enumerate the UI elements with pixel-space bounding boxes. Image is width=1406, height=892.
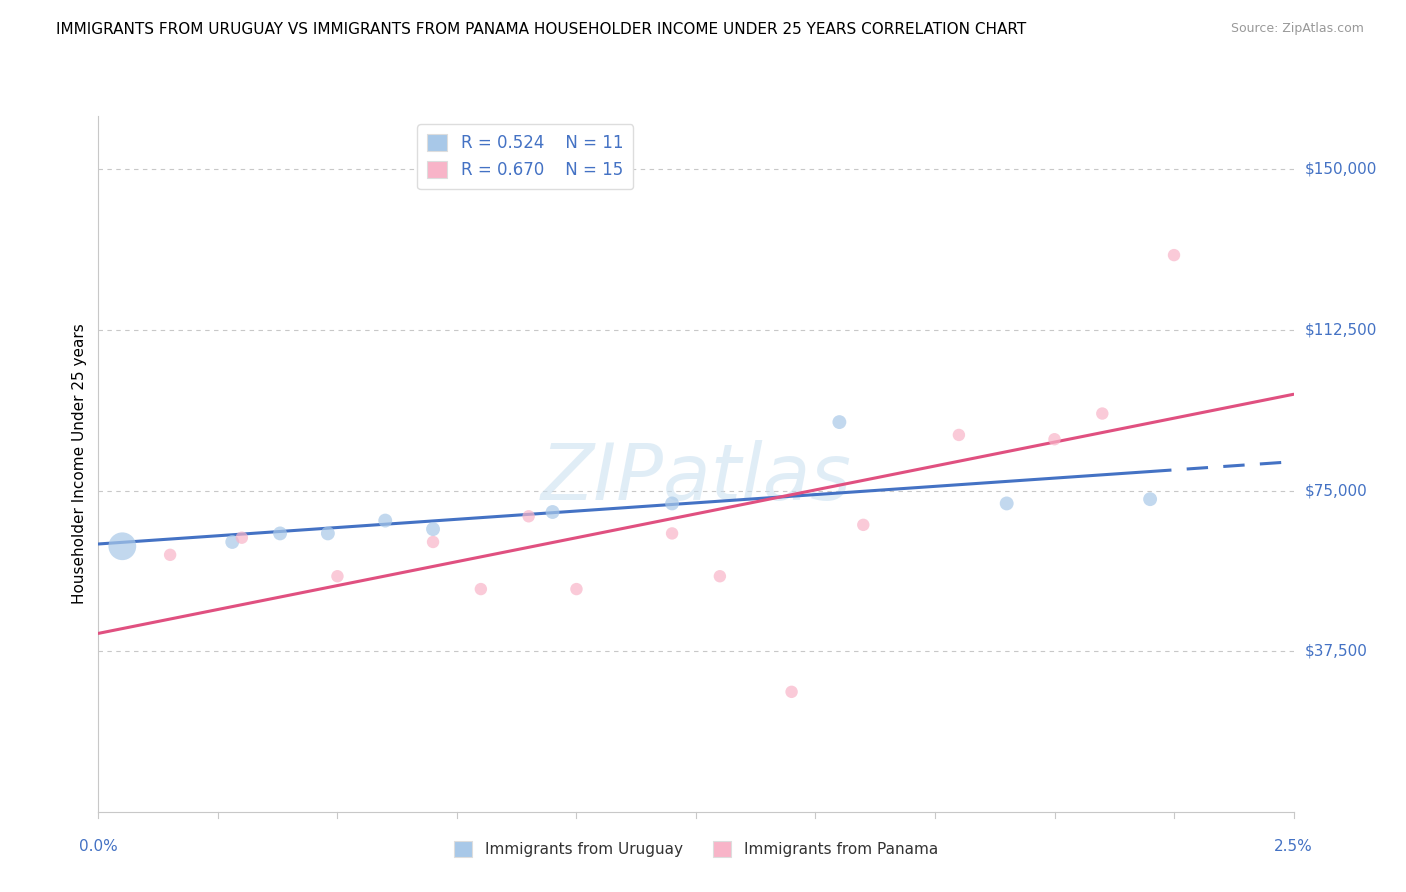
Text: 2.5%: 2.5% — [1274, 839, 1313, 855]
Point — [422, 522, 444, 536]
Point — [709, 569, 731, 583]
Point — [948, 428, 970, 442]
Text: IMMIGRANTS FROM URUGUAY VS IMMIGRANTS FROM PANAMA HOUSEHOLDER INCOME UNDER 25 YE: IMMIGRANTS FROM URUGUAY VS IMMIGRANTS FR… — [56, 22, 1026, 37]
Point — [828, 415, 851, 429]
Point — [661, 496, 683, 510]
Legend: Immigrants from Uruguay, Immigrants from Panama: Immigrants from Uruguay, Immigrants from… — [449, 835, 943, 863]
Point — [316, 526, 339, 541]
Point — [326, 569, 349, 583]
Point — [269, 526, 291, 541]
Text: ZIPatlas: ZIPatlas — [540, 440, 852, 516]
Text: 0.0%: 0.0% — [79, 839, 118, 855]
Point — [470, 582, 492, 596]
Y-axis label: Householder Income Under 25 years: Householder Income Under 25 years — [72, 324, 87, 604]
Text: $150,000: $150,000 — [1305, 162, 1376, 177]
Point — [159, 548, 181, 562]
Text: $112,500: $112,500 — [1305, 323, 1376, 337]
Text: $37,500: $37,500 — [1305, 644, 1368, 658]
Point — [565, 582, 588, 596]
Point — [995, 496, 1018, 510]
Point — [422, 535, 444, 549]
Point — [231, 531, 253, 545]
Point — [780, 685, 803, 699]
Point — [111, 539, 134, 553]
Point — [1091, 407, 1114, 421]
Point — [852, 517, 875, 532]
Point — [517, 509, 540, 524]
Point — [541, 505, 564, 519]
Point — [221, 535, 243, 549]
Point — [661, 526, 683, 541]
Point — [1139, 492, 1161, 507]
Point — [1043, 432, 1066, 446]
Text: $75,000: $75,000 — [1305, 483, 1368, 498]
Text: Source: ZipAtlas.com: Source: ZipAtlas.com — [1230, 22, 1364, 36]
Point — [374, 514, 396, 528]
Point — [1163, 248, 1185, 262]
